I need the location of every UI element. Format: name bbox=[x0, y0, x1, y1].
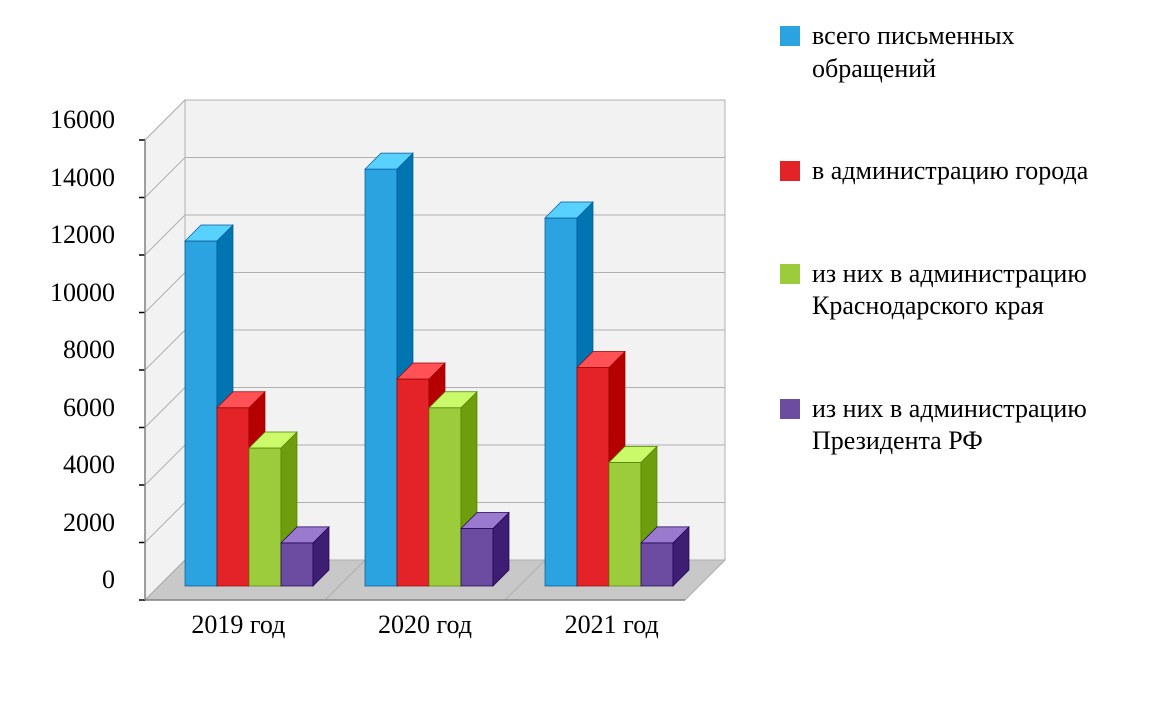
chart-area: 0 2000 4000 6000 8000 10000 12000 14000 16000 20… bbox=[20, 20, 740, 680]
legend-swatch bbox=[780, 26, 800, 46]
plot-svg bbox=[135, 80, 715, 620]
legend-item: всего письменных обращений bbox=[780, 20, 1115, 85]
legend-item: в администрацию города bbox=[780, 155, 1115, 188]
y-tick-label: 14000 bbox=[50, 163, 115, 193]
x-tick-label: 2019 год bbox=[145, 610, 332, 640]
y-tick-label: 4000 bbox=[63, 450, 115, 480]
legend-label: всего письменных обращений bbox=[812, 20, 1115, 85]
bar-front bbox=[461, 529, 493, 587]
y-tick-label: 0 bbox=[102, 565, 115, 595]
legend-label: в администрацию города bbox=[812, 155, 1088, 188]
legend-swatch bbox=[780, 161, 800, 181]
legend-swatch bbox=[780, 399, 800, 419]
y-axis: 0200040006000800010000120001400016000 bbox=[20, 100, 125, 580]
x-tick-label: 2021 год bbox=[518, 610, 705, 640]
bar-front bbox=[397, 379, 429, 586]
legend-item: из них в администрацию Президента РФ bbox=[780, 393, 1115, 458]
bar-front bbox=[217, 408, 249, 586]
y-tick-label: 10000 bbox=[50, 278, 115, 308]
bar-front bbox=[281, 543, 313, 586]
plot-3d bbox=[135, 80, 715, 620]
bar-front bbox=[249, 448, 281, 586]
x-tick-label: 2020 год bbox=[332, 610, 519, 640]
bar-front bbox=[429, 408, 461, 586]
legend: всего письменных обращений в администраци… bbox=[740, 20, 1135, 685]
y-tick-label: 6000 bbox=[63, 393, 115, 423]
bar-front bbox=[641, 543, 673, 586]
bar-front bbox=[365, 169, 397, 586]
bar-front bbox=[609, 462, 641, 586]
legend-swatch bbox=[780, 264, 800, 284]
legend-label: из них в администрацию Президента РФ bbox=[812, 393, 1115, 458]
y-tick-label: 2000 bbox=[63, 508, 115, 538]
bar-front bbox=[577, 368, 609, 587]
x-axis: 2019 год2020 год2021 год bbox=[145, 610, 705, 640]
y-tick-label: 12000 bbox=[50, 220, 115, 250]
chart-container: 0 2000 4000 6000 8000 10000 12000 14000 16000 20… bbox=[20, 20, 1135, 685]
legend-item: из них в администрацию Краснодарского кр… bbox=[780, 258, 1115, 323]
bar-front bbox=[185, 241, 217, 586]
y-tick-label: 8000 bbox=[63, 335, 115, 365]
legend-label: из них в администрацию Краснодарского кр… bbox=[812, 258, 1115, 323]
bar-front bbox=[545, 218, 577, 586]
y-tick-label: 16000 bbox=[50, 105, 115, 135]
